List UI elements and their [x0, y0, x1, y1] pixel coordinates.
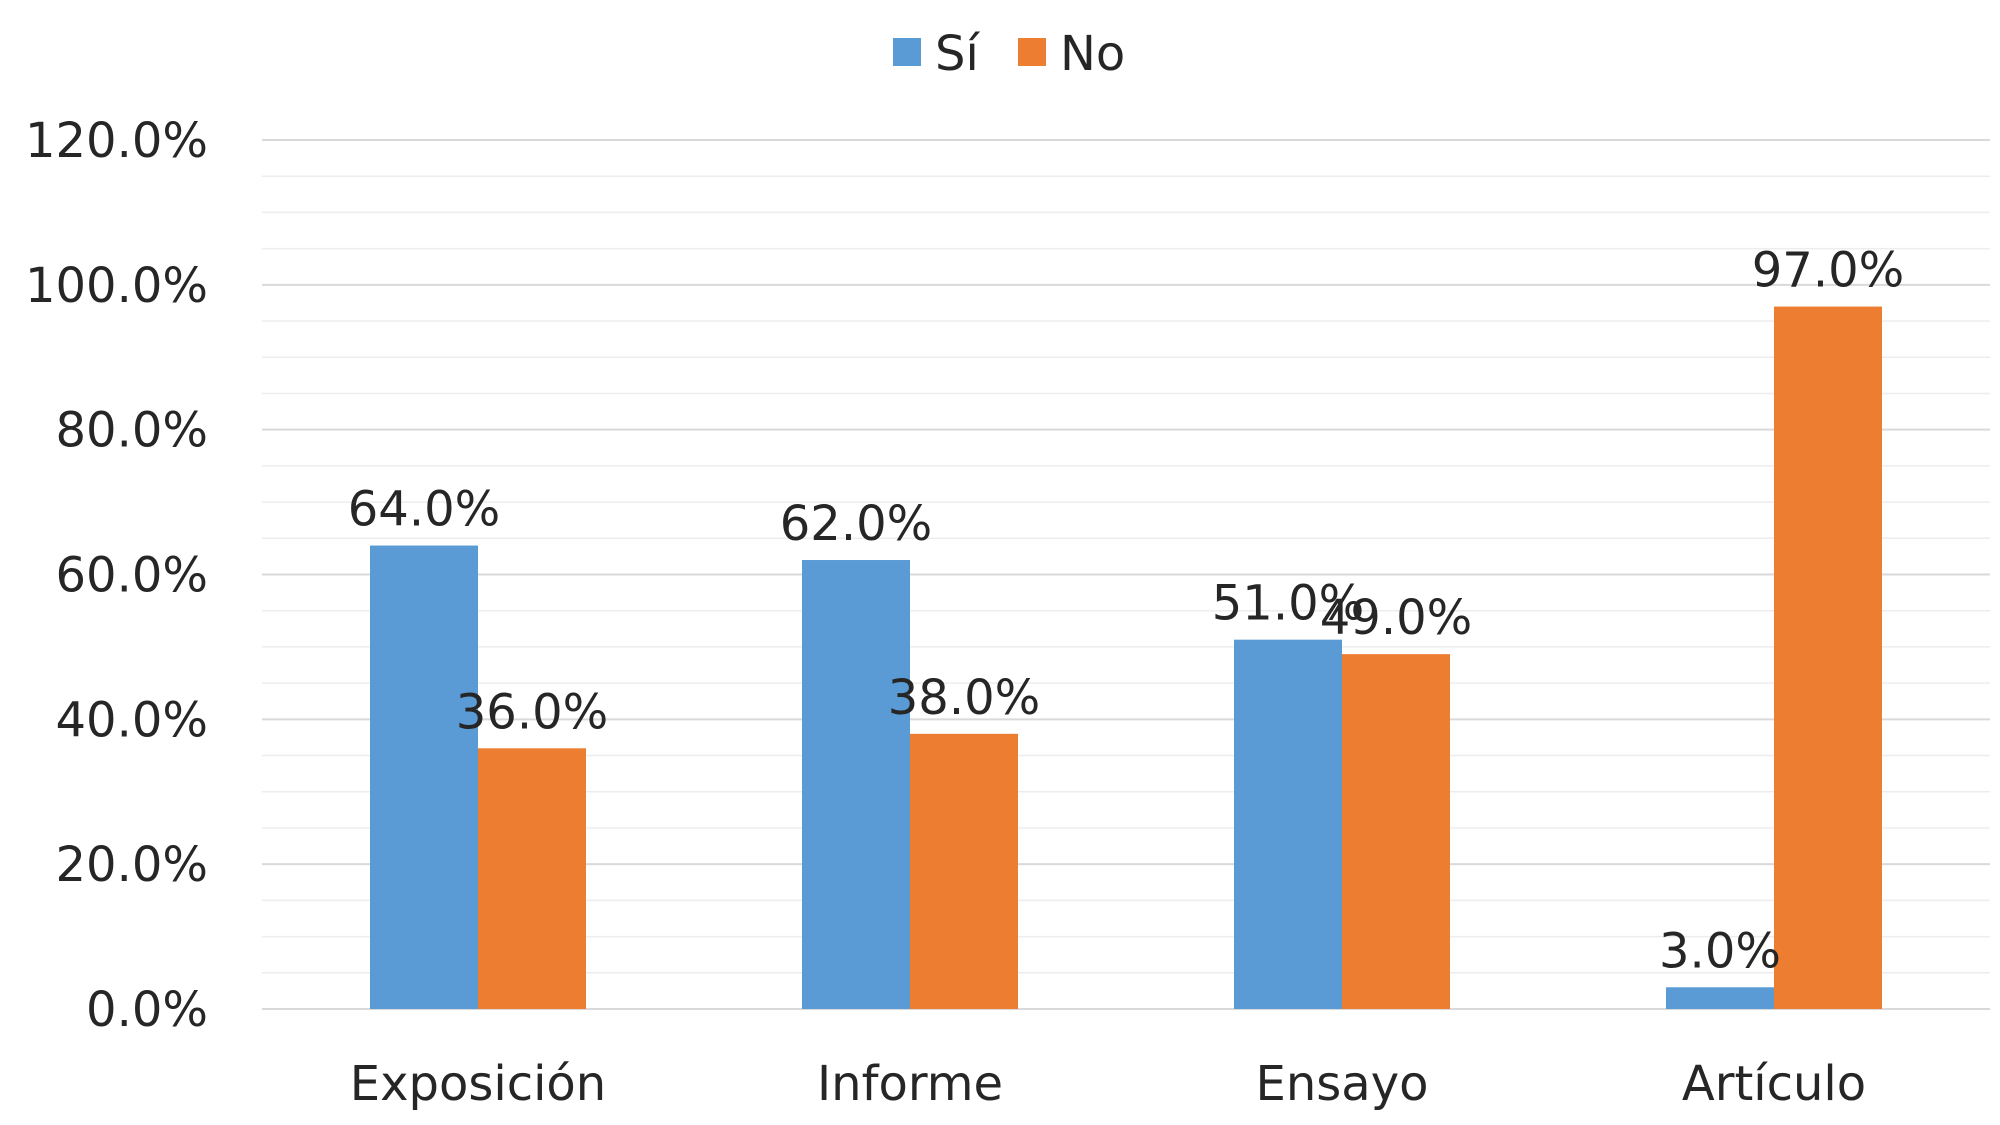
y-tick-label: 40.0%: [56, 692, 208, 748]
legend-label: No: [1060, 26, 1125, 82]
data-labels: 64.0% 36.0% 62.0% 38.0% 51.0%49.0% 3.0% 97.0%: [348, 243, 1904, 980]
y-tick-label: 120.0%: [25, 113, 208, 169]
legend-swatch-si: [893, 38, 921, 66]
x-tick-label: Artículo: [1682, 1056, 1866, 1112]
x-axis: Exposición Informe Ensayo Artículo: [350, 1056, 1866, 1112]
bar-no-3: [1774, 306, 1882, 1009]
legend-swatch-no: [1018, 38, 1046, 66]
data-label: 49.0%: [1320, 590, 1472, 646]
data-label: 97.0%: [1752, 243, 1904, 299]
y-tick-label: 20.0%: [56, 837, 208, 893]
data-label: 64.0%: [348, 482, 500, 538]
bars: [370, 306, 1882, 1009]
bar-no-0: [478, 748, 586, 1009]
data-label: 38.0%: [888, 670, 1040, 726]
x-tick-label: Ensayo: [1256, 1056, 1429, 1112]
y-tick-label: 0.0%: [86, 982, 208, 1038]
legend-label: Sí: [935, 26, 980, 82]
x-tick-label: Exposición: [350, 1056, 606, 1112]
y-tick-label: 100.0%: [25, 258, 208, 314]
bar-si-1: [802, 560, 910, 1009]
bar-no-2: [1342, 654, 1450, 1009]
legend: Sí No: [893, 26, 1125, 82]
bar-si-3: [1666, 987, 1774, 1009]
x-tick-label: Informe: [817, 1056, 1003, 1112]
data-label: 51.0%: [1212, 576, 1364, 632]
data-label: 62.0%: [780, 496, 932, 552]
y-tick-label: 80.0%: [56, 403, 208, 459]
y-tick-label: 60.0%: [56, 548, 208, 604]
y-axis: 0.0% 20.0% 40.0% 60.0% 80.0% 100.0% 120.0%: [25, 113, 208, 1038]
data-label: 36.0%: [456, 684, 608, 740]
bar-no-1: [910, 733, 1018, 1009]
data-label: 3.0%: [1659, 923, 1781, 979]
bar-si-2: [1234, 639, 1342, 1009]
bar-si-0: [370, 545, 478, 1009]
